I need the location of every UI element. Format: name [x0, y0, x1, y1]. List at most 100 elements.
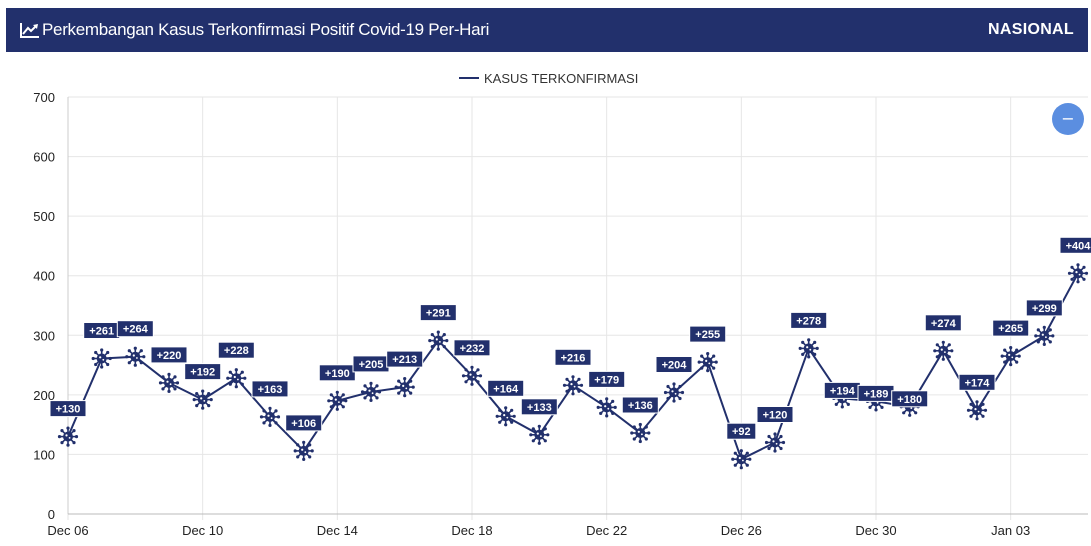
header-title-group: Perkembangan Kasus Terkonfirmasi Positif…: [20, 8, 489, 52]
virus-icon[interactable]: [461, 365, 483, 386]
data-label: +130: [49, 400, 87, 418]
data-label: +106: [285, 414, 323, 432]
axes: 0 100 200 300 400 500 600 700 Dec 06 Dec 10 Dec 14…: [33, 90, 1088, 538]
svg-text:+213: +213: [392, 354, 417, 366]
data-label: +265: [992, 319, 1030, 337]
virus-icon[interactable]: [495, 406, 516, 427]
x-tick-label: Dec 18: [451, 523, 492, 538]
svg-text:+299: +299: [1032, 303, 1057, 315]
svg-text:+164: +164: [493, 383, 519, 395]
data-label: +189: [857, 384, 895, 402]
svg-text:+130: +130: [56, 404, 81, 416]
data-label: +228: [217, 341, 255, 359]
y-tick-label: 100: [33, 447, 55, 462]
virus-icon[interactable]: [562, 375, 584, 396]
virus-icon[interactable]: [731, 449, 752, 470]
data-label: +216: [554, 348, 592, 366]
data-label: +299: [1025, 299, 1063, 317]
virus-icon[interactable]: [764, 432, 786, 453]
data-label: +274: [924, 314, 962, 332]
x-tick-label: Dec 22: [586, 523, 627, 538]
data-label: +232: [453, 339, 491, 357]
y-tick-label: 700: [33, 90, 55, 105]
x-tick-label: Dec 14: [317, 523, 358, 538]
minus-icon: −: [1061, 109, 1074, 128]
data-label: +179: [588, 370, 626, 388]
virus-icon[interactable]: [226, 368, 247, 389]
svg-text:+220: +220: [157, 350, 182, 362]
svg-text:+174: +174: [965, 377, 991, 389]
svg-text:+192: +192: [190, 367, 215, 379]
virus-icon[interactable]: [933, 340, 954, 361]
virus-icon[interactable]: [966, 400, 988, 421]
legend-label: KASUS TERKONFIRMASI: [484, 71, 638, 86]
y-tick-label: 400: [33, 269, 55, 284]
y-tick-label: 200: [33, 388, 55, 403]
virus-icon[interactable]: [259, 406, 281, 427]
data-labels: +130 +261 +264 +220 +192 +228 +163 +106 +190 +205…: [49, 236, 1091, 440]
virus-icon[interactable]: [1000, 346, 1021, 367]
grid-lines: [67, 96, 1088, 520]
svg-text:+216: +216: [561, 352, 586, 364]
zoom-button[interactable]: −: [1052, 103, 1084, 135]
data-label: +190: [318, 364, 356, 382]
data-label: +120: [756, 406, 794, 423]
svg-text:+265: +265: [998, 323, 1023, 335]
virus-icon[interactable]: [394, 377, 415, 398]
virus-icon[interactable]: [798, 338, 819, 359]
svg-text:+163: +163: [258, 384, 283, 396]
virus-icon[interactable]: [327, 390, 348, 411]
data-label: +204: [655, 356, 693, 373]
virus-icon[interactable]: [596, 397, 617, 418]
svg-text:+189: +189: [864, 388, 889, 400]
data-label: +92: [726, 422, 757, 440]
svg-text:+228: +228: [224, 345, 249, 357]
x-tick-label: Dec 10: [182, 523, 223, 538]
svg-text:+232: +232: [460, 343, 485, 355]
svg-text:+404: +404: [1066, 240, 1091, 252]
virus-icon[interactable]: [1067, 263, 1089, 284]
data-label: +174: [958, 373, 996, 391]
svg-text:+205: +205: [359, 359, 384, 371]
svg-text:+106: +106: [291, 418, 316, 430]
virus-icon[interactable]: [529, 424, 550, 445]
data-label: +133: [520, 398, 558, 416]
line-chart-icon: [20, 23, 39, 38]
y-tick-label: 300: [33, 328, 55, 343]
virus-icon[interactable]: [697, 352, 718, 373]
chart-header: Perkembangan Kasus Terkonfirmasi Positif…: [6, 8, 1088, 52]
virus-icon[interactable]: [125, 346, 146, 367]
data-label: +180: [891, 390, 929, 408]
data-label: +220: [150, 346, 188, 364]
virus-icon[interactable]: [91, 348, 112, 369]
data-label: +192: [184, 363, 222, 381]
virus-icon[interactable]: [158, 372, 180, 393]
line-chart: 0 100 200 300 400 500 600 700 Dec 06 Dec 10 Dec 14…: [33, 71, 1091, 538]
virus-icon[interactable]: [630, 422, 651, 444]
svg-text:+204: +204: [662, 360, 688, 372]
data-label: +255: [689, 325, 727, 343]
data-label: +194: [823, 381, 861, 399]
svg-text:+133: +133: [527, 402, 552, 414]
y-tick-label: 500: [33, 209, 55, 224]
x-tick-label: Dec 30: [855, 523, 896, 538]
virus-icon[interactable]: [1034, 325, 1055, 346]
virus-icon[interactable]: [663, 382, 685, 403]
svg-text:+190: +190: [325, 368, 350, 380]
data-label: +164: [487, 379, 525, 397]
x-tick-label: Dec 26: [721, 523, 762, 538]
data-label: +291: [419, 304, 457, 322]
svg-text:+291: +291: [426, 308, 451, 320]
svg-text:+120: +120: [763, 410, 788, 422]
virus-icon[interactable]: [360, 381, 382, 402]
legend[interactable]: KASUS TERKONFIRMASI: [459, 71, 638, 86]
data-label: +261: [83, 322, 121, 339]
data-label: +205: [352, 355, 390, 373]
virus-icon[interactable]: [293, 440, 314, 461]
data-label: +404: [1059, 236, 1091, 254]
data-label: +163: [251, 380, 289, 398]
virus-icon[interactable]: [428, 330, 449, 351]
svg-text:+264: +264: [123, 324, 149, 336]
virus-icon[interactable]: [192, 389, 213, 410]
virus-icon[interactable]: [57, 426, 79, 447]
